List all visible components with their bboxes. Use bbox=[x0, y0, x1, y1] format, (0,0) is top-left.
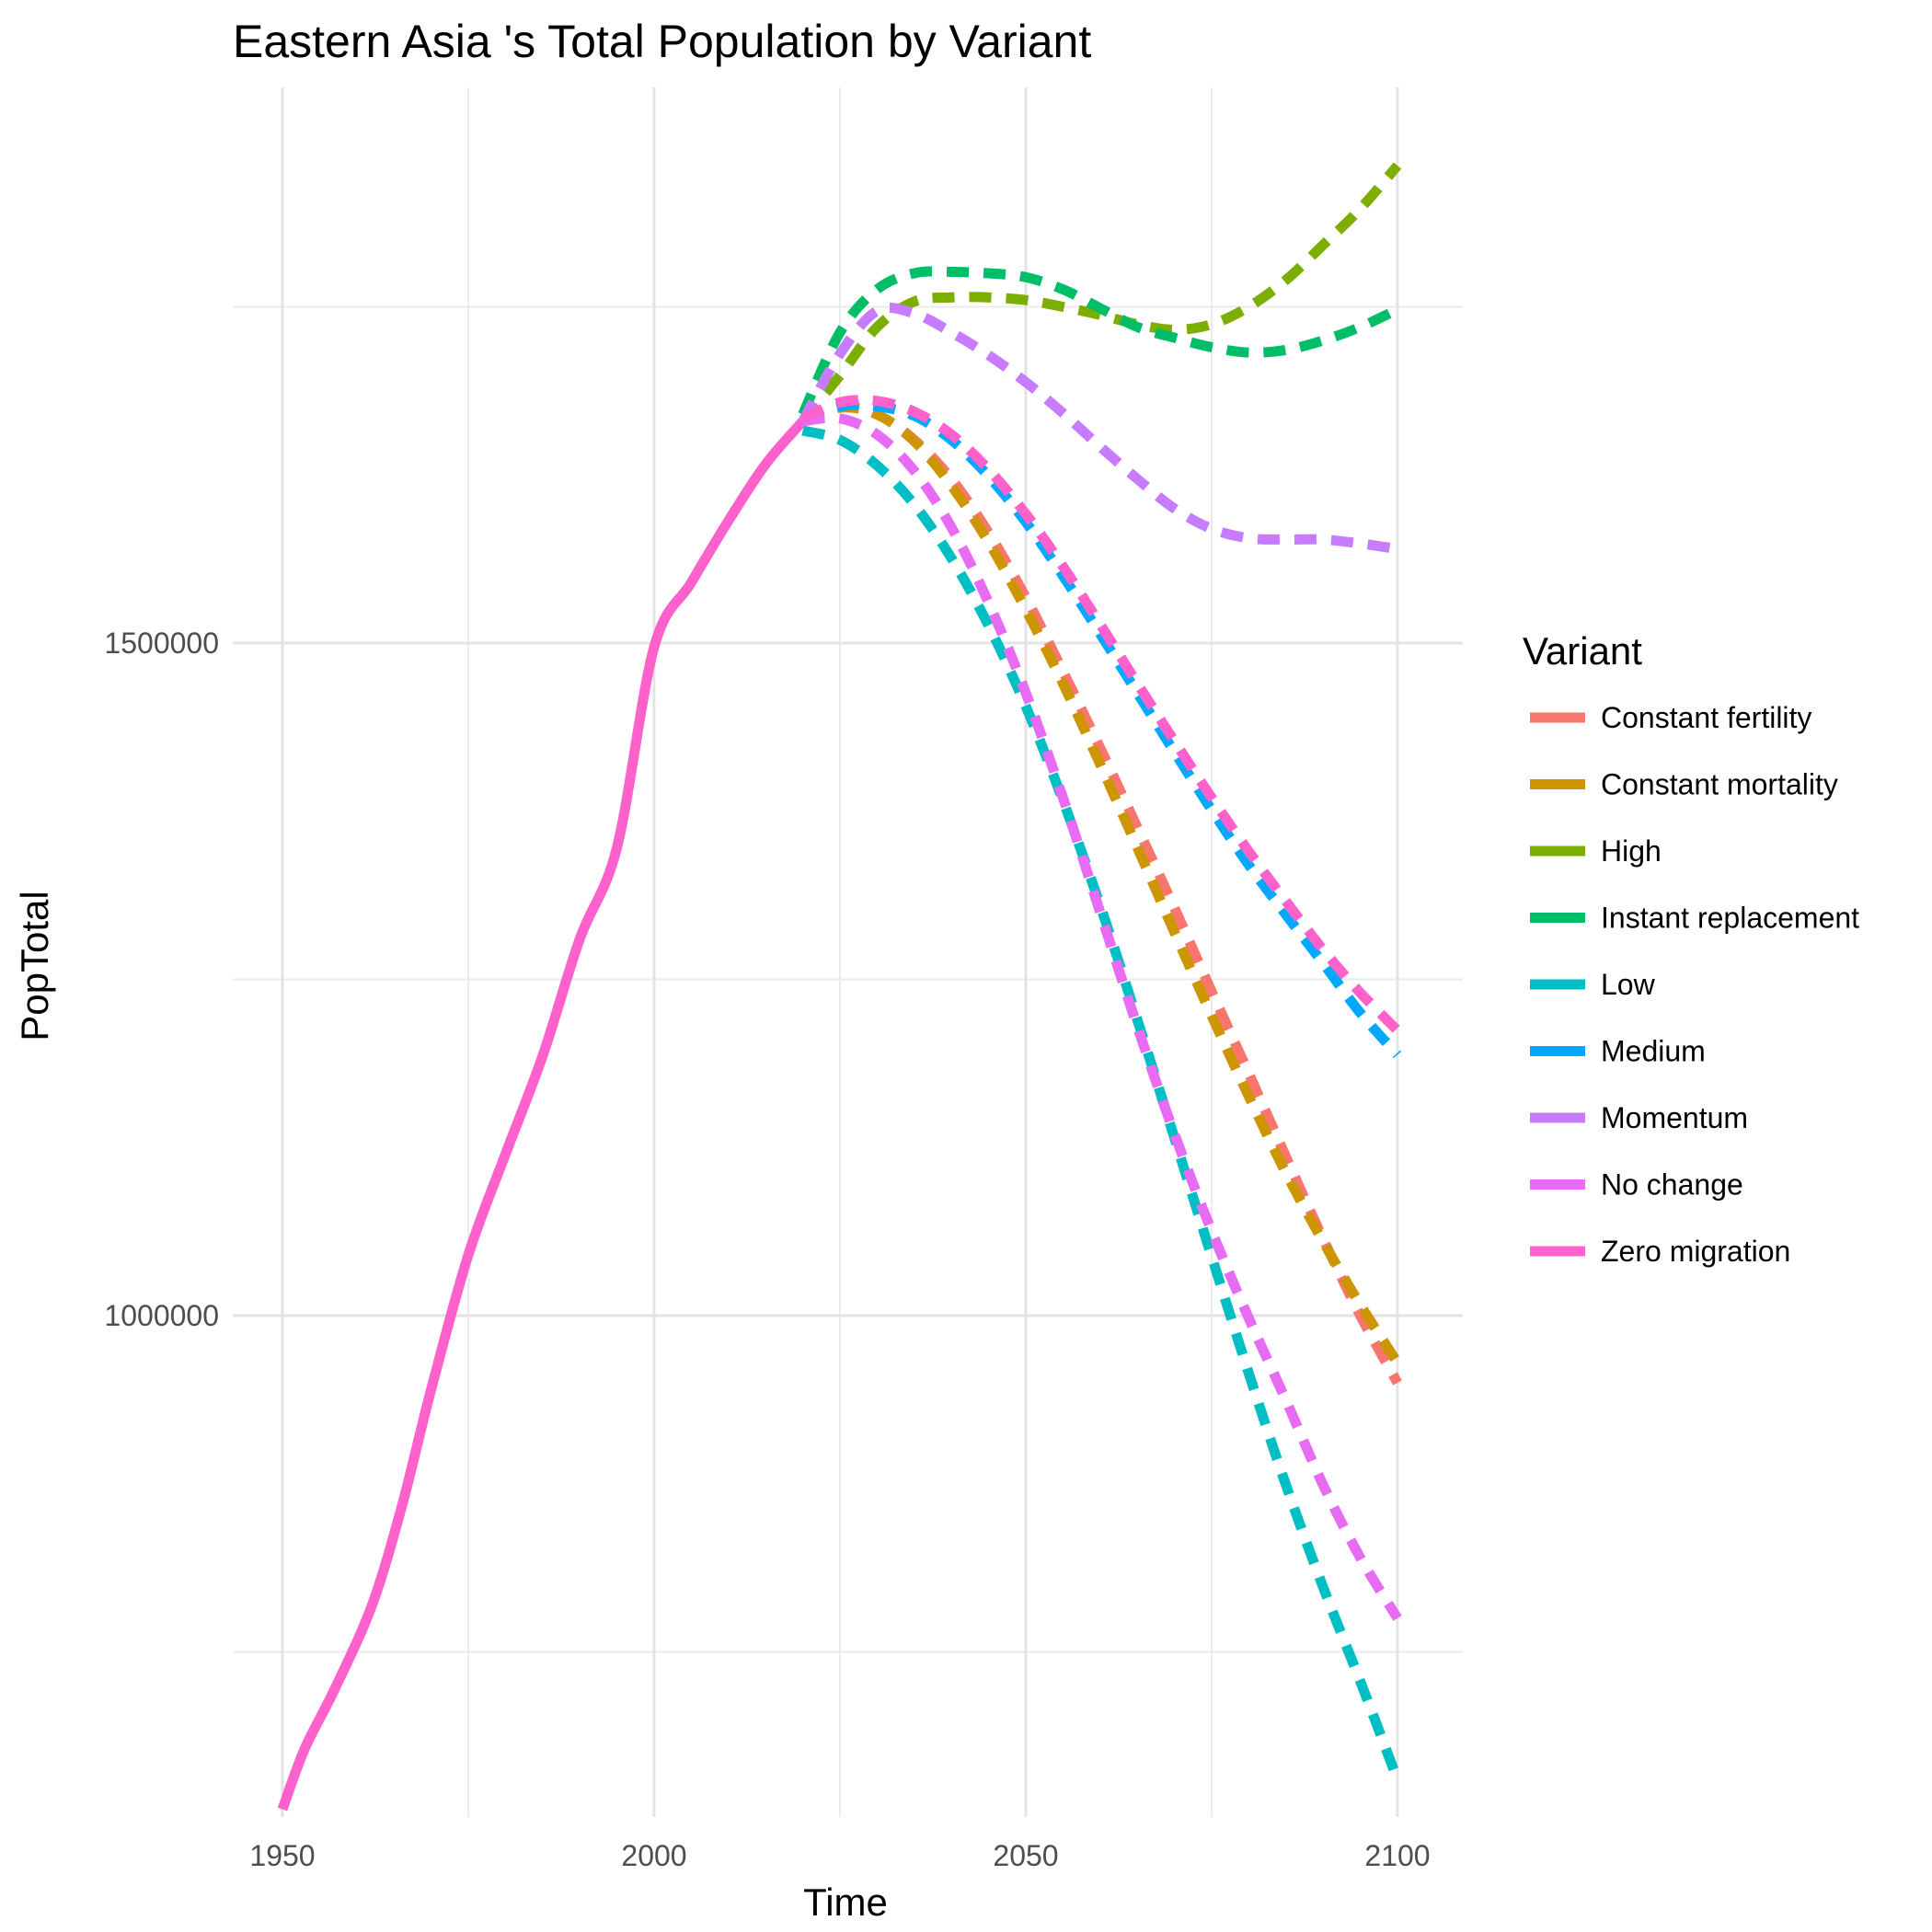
series-lines bbox=[277, 162, 1403, 1811]
legend-label: Momentum bbox=[1601, 1101, 1748, 1134]
series-line-high bbox=[799, 162, 1402, 425]
legend-label: Constant mortality bbox=[1601, 768, 1838, 801]
legend-label: No change bbox=[1601, 1168, 1743, 1202]
series-line-zero-migration bbox=[800, 395, 1401, 1034]
legend-label: Medium bbox=[1601, 1035, 1706, 1068]
x-tick-label: 2100 bbox=[1364, 1839, 1430, 1872]
estimates-line bbox=[277, 418, 807, 1811]
series-line-momentum bbox=[798, 303, 1398, 555]
x-axis-ticks: 1950 2000 2050 2100 bbox=[249, 1839, 1430, 1872]
y-axis-ticks: 1000000 1500000 bbox=[104, 627, 219, 1332]
y-tick-label: 1500000 bbox=[104, 627, 219, 660]
grid bbox=[233, 87, 1463, 1817]
legend-label: Zero migration bbox=[1601, 1235, 1790, 1268]
legend-label: Instant replacement bbox=[1601, 902, 1859, 935]
series-line-no-change bbox=[801, 412, 1402, 1621]
chart-title: Eastern Asia 's Total Population by Vari… bbox=[233, 16, 1091, 67]
series-line-constant-mortality bbox=[800, 402, 1402, 1366]
legend-label: Low bbox=[1601, 968, 1656, 1001]
y-axis-title: PopTotal bbox=[13, 891, 56, 1041]
series-line-low bbox=[801, 425, 1403, 1782]
legend-title: Variant bbox=[1523, 629, 1642, 673]
x-tick-label: 2000 bbox=[621, 1839, 686, 1872]
legend-label: High bbox=[1601, 834, 1662, 868]
x-tick-label: 2050 bbox=[993, 1839, 1058, 1872]
series-line-instant-replacement bbox=[798, 266, 1400, 417]
y-tick-label: 1000000 bbox=[104, 1299, 219, 1332]
series-line-medium bbox=[800, 399, 1402, 1059]
legend-label: Constant fertility bbox=[1601, 701, 1811, 734]
legend: Variant Constant fertility Constant morta… bbox=[1523, 629, 1859, 1268]
x-axis-title: Time bbox=[803, 1880, 888, 1924]
x-tick-label: 1950 bbox=[249, 1839, 315, 1872]
